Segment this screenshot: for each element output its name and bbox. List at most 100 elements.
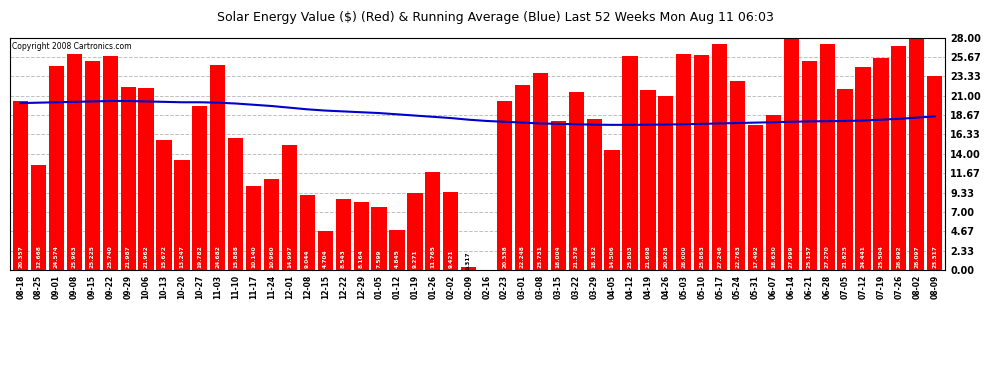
Text: 22.248: 22.248 [520,244,525,267]
Text: 19.782: 19.782 [197,245,202,267]
Text: 20.928: 20.928 [663,245,668,267]
Text: 12.668: 12.668 [36,244,41,267]
Bar [264,179,279,270]
Text: 14.506: 14.506 [610,245,615,267]
Bar [676,54,691,270]
Bar [568,93,584,270]
Bar [641,90,655,270]
Text: 7.599: 7.599 [376,249,381,267]
Text: 0.317: 0.317 [466,251,471,270]
Text: 18.182: 18.182 [592,244,597,267]
Bar [623,56,638,270]
Text: 25.863: 25.863 [699,244,704,267]
Bar [586,119,602,270]
Text: 27.999: 27.999 [789,245,794,267]
Text: 15.888: 15.888 [234,244,239,267]
Bar [497,101,512,270]
Bar [533,73,548,270]
Bar [766,115,781,270]
Bar [605,150,620,270]
Bar [515,85,530,270]
Bar [174,160,189,270]
Text: 17.492: 17.492 [753,245,758,267]
Text: 20.357: 20.357 [18,245,23,267]
Text: 9.271: 9.271 [413,249,418,267]
Text: 10.960: 10.960 [269,245,274,267]
Bar [103,56,118,270]
Bar [13,101,29,270]
Bar [192,106,208,270]
Text: 24.574: 24.574 [54,244,59,267]
Text: 25.225: 25.225 [90,244,95,267]
Text: 8.164: 8.164 [358,249,363,267]
Text: 27.270: 27.270 [825,245,830,267]
Text: 23.731: 23.731 [538,244,543,267]
Bar [282,146,297,270]
Bar [247,186,261,270]
Bar [802,61,817,270]
Text: 4.845: 4.845 [395,249,400,267]
Bar [66,54,82,270]
Text: 25.504: 25.504 [878,245,883,267]
Text: 13.247: 13.247 [179,244,184,267]
Text: 4.704: 4.704 [323,249,328,267]
Text: 26.000: 26.000 [681,245,686,267]
Bar [838,89,852,270]
Bar [927,76,942,270]
Text: 21.698: 21.698 [645,245,650,267]
Text: 24.682: 24.682 [215,244,221,267]
Bar [336,199,350,270]
Bar [550,120,566,270]
Text: 22.763: 22.763 [735,244,741,267]
Bar [909,37,925,270]
Bar [31,165,47,270]
Bar [85,60,100,270]
Text: 26.992: 26.992 [896,245,901,267]
Bar [389,230,405,270]
Bar [873,58,889,270]
Text: 18.004: 18.004 [555,245,560,267]
Bar [730,81,745,270]
Text: 15.672: 15.672 [161,244,166,267]
Bar [210,65,226,270]
Bar [121,87,136,270]
Bar [891,46,907,270]
Text: 21.825: 21.825 [842,244,847,267]
Bar [820,44,835,270]
Bar [139,88,153,270]
Bar [318,231,333,270]
Bar [658,96,673,270]
Text: 21.987: 21.987 [126,245,131,267]
Text: Solar Energy Value ($) (Red) & Running Average (Blue) Last 52 Weeks Mon Aug 11 0: Solar Energy Value ($) (Red) & Running A… [217,11,773,24]
Text: 24.441: 24.441 [860,244,865,267]
Text: 14.997: 14.997 [287,245,292,267]
Text: 25.803: 25.803 [628,245,633,267]
Text: 9.421: 9.421 [448,249,453,267]
Bar [444,192,458,270]
Bar [712,44,728,270]
Text: 10.140: 10.140 [251,245,256,267]
Text: 23.317: 23.317 [933,244,938,267]
Bar [353,202,369,270]
Text: 9.044: 9.044 [305,249,310,267]
Bar [300,195,315,270]
Text: 21.378: 21.378 [574,244,579,267]
Text: 25.963: 25.963 [72,245,77,267]
Text: 11.765: 11.765 [431,244,436,267]
Text: 8.543: 8.543 [341,249,346,267]
Bar [371,207,387,270]
Bar [407,193,423,270]
Bar [156,140,171,270]
Bar [784,38,799,270]
Bar [855,67,870,270]
Text: 20.338: 20.338 [502,245,507,267]
Text: 18.630: 18.630 [771,245,776,267]
Bar [426,172,441,270]
Bar [694,55,709,270]
Bar [49,66,64,270]
Text: Copyright 2008 Cartronics.com: Copyright 2008 Cartronics.com [12,42,132,51]
Text: 27.246: 27.246 [717,244,722,267]
Text: 28.097: 28.097 [915,245,920,267]
Bar [747,125,763,270]
Bar [461,267,476,270]
